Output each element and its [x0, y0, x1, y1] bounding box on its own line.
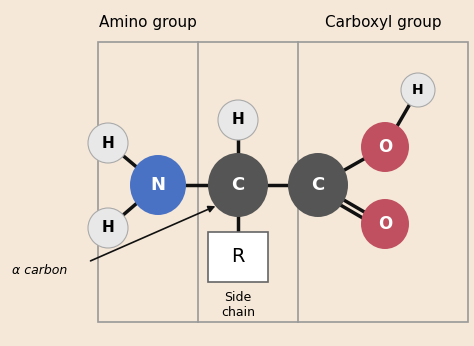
Text: O: O: [378, 215, 392, 233]
Ellipse shape: [88, 208, 128, 248]
Ellipse shape: [361, 122, 409, 172]
Text: C: C: [311, 176, 325, 194]
Ellipse shape: [218, 100, 258, 140]
Ellipse shape: [208, 153, 268, 217]
Ellipse shape: [361, 199, 409, 249]
Bar: [98, 42, 468, 322]
Ellipse shape: [130, 155, 186, 215]
Text: Amino group: Amino group: [99, 15, 197, 29]
Text: H: H: [412, 83, 424, 97]
Ellipse shape: [88, 123, 128, 163]
Text: α carbon: α carbon: [12, 264, 67, 276]
Text: Side
chain: Side chain: [221, 291, 255, 319]
Text: H: H: [101, 220, 114, 236]
Text: H: H: [232, 112, 245, 127]
Ellipse shape: [288, 153, 348, 217]
Text: C: C: [231, 176, 245, 194]
Bar: [208, 232, 268, 282]
Text: R: R: [231, 247, 245, 266]
Text: Carboxyl group: Carboxyl group: [325, 15, 441, 29]
Text: H: H: [101, 136, 114, 151]
Ellipse shape: [401, 73, 435, 107]
Text: N: N: [151, 176, 165, 194]
Text: O: O: [378, 138, 392, 156]
